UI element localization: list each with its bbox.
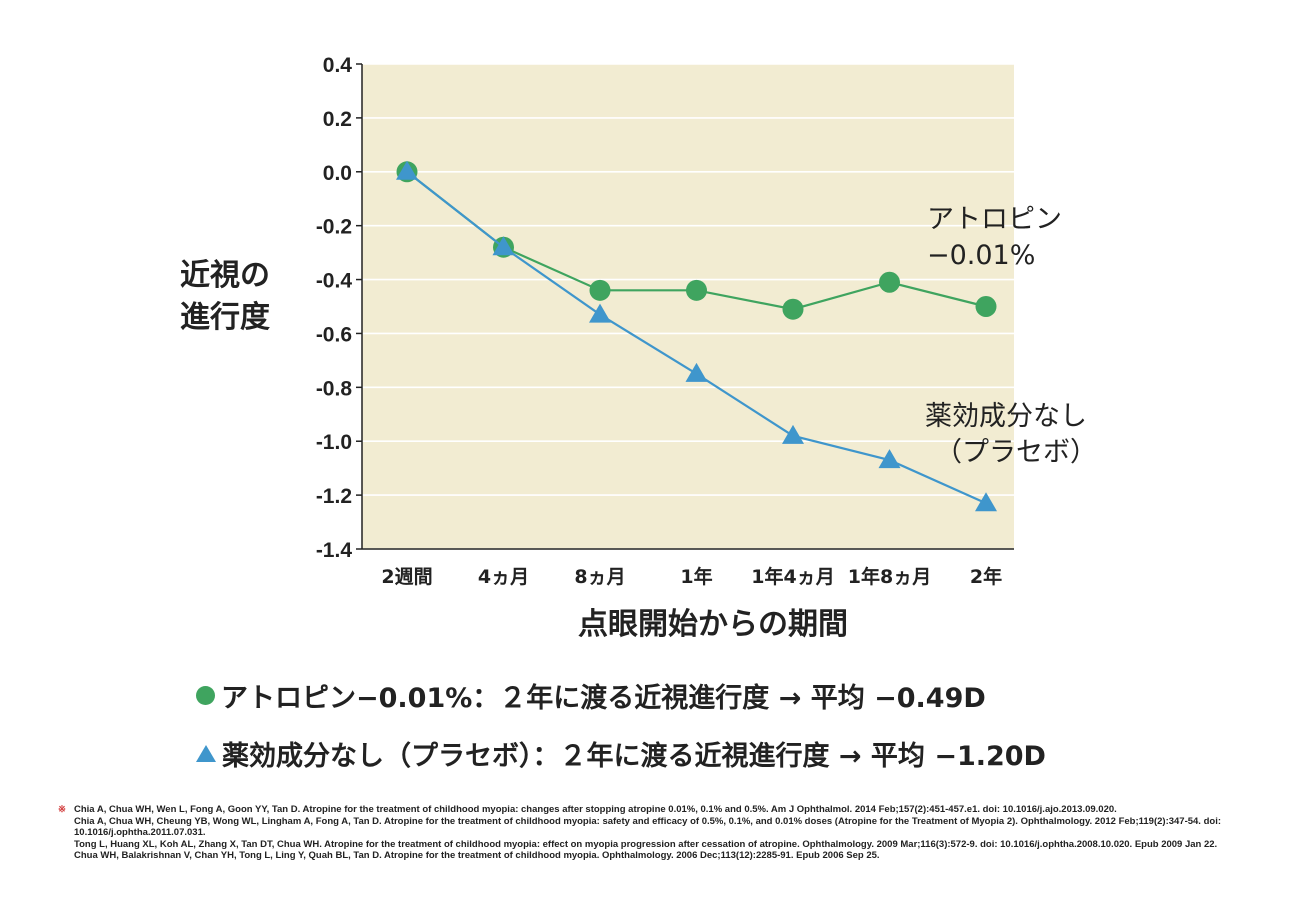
- x-tick-label: 1年4ヵ月: [751, 565, 834, 588]
- series-label-atropine-line-2: −0.01%: [927, 240, 1035, 271]
- reference-item: Chia A, Chua WH, Wen L, Fong A, Goon YY,…: [74, 804, 1117, 815]
- y-tick-label: -1.0: [316, 431, 352, 454]
- legend-row-placebo: 薬効成分なし（プラセボ）：２年に渡る近視進行度 → 平均 −1.20D: [196, 734, 1046, 773]
- data-point-triangle: [396, 160, 418, 180]
- green-circle-marker-icon: [196, 686, 215, 705]
- x-tick-label: 4ヵ月: [478, 566, 529, 588]
- data-point-triangle: [975, 492, 997, 512]
- y-axis-label-line-1: 近視の: [180, 258, 270, 293]
- series-marks: [396, 160, 997, 512]
- y-tick-label: -0.6: [316, 323, 352, 346]
- data-point-triangle: [878, 449, 901, 469]
- y-tick-label: -0.4: [316, 270, 353, 293]
- plot-area: [362, 64, 1014, 549]
- data-point-triangle: [492, 236, 515, 256]
- data-point-circle: [782, 298, 804, 320]
- legend-row-atropine: アトロピン−0.01%：２年に渡る近視進行度 → 平均 −0.49D: [196, 676, 986, 715]
- x-tick-label: 8ヵ月: [574, 566, 625, 588]
- x-tick-label: 1年8ヵ月: [848, 565, 931, 588]
- x-axis-label: 点眼開始からの期間: [578, 607, 848, 642]
- legend-text-atropine: アトロピン−0.01%：２年に渡る近視進行度 → 平均 −0.49D: [221, 683, 986, 714]
- series-label-atropine-line-1: アトロピン: [927, 204, 1062, 235]
- myopia-progression-chart: 0.4 0.2 0.0 -0.2 -0.4 -0.6 -0.8 -1.0 -1.2 -1.4 2週…: [180, 54, 1097, 642]
- data-point-circle: [589, 279, 611, 301]
- references: ※ Chia A, Chua WH, Wen L, Fong A, Goon Y…: [58, 804, 1258, 862]
- y-tick-labels: 0.4 0.2 0.0 -0.2 -0.4 -0.6 -0.8 -1.0 -1.2 -1.4: [316, 54, 362, 562]
- reference-item: Chua WH, Balakrishnan V, Chan YH, Tong L…: [74, 850, 880, 861]
- reference-list: Chia A, Chua WH, Wen L, Fong A, Goon YY,…: [74, 804, 1258, 862]
- data-point-circle: [879, 271, 900, 293]
- y-tick-label: 0.2: [323, 108, 352, 131]
- reference-mark: ※: [58, 804, 66, 815]
- y-tick-label: -1.4: [316, 539, 353, 562]
- x-tick-label: 2週間: [381, 566, 432, 588]
- series-label-placebo-line-2: （プラセボ）: [935, 437, 1097, 468]
- blue-triangle-marker-icon: [196, 745, 216, 762]
- data-point-circle: [975, 296, 997, 317]
- y-tick-label: -1.2: [316, 485, 352, 508]
- legend-text-placebo: 薬効成分なし（プラセボ）：２年に渡る近視進行度 → 平均 −1.20D: [222, 741, 1046, 772]
- data-point-circle: [686, 279, 707, 301]
- reference-item: Tong L, Huang XL, Koh AL, Zhang X, Tan D…: [74, 838, 1218, 850]
- x-tick-labels: 2週間 4ヵ月 8ヵ月 1年 1年4ヵ月 1年8ヵ月 2年: [381, 565, 1002, 588]
- y-tick-label: 0.4: [323, 54, 353, 77]
- x-tick-label: 1年: [680, 565, 712, 588]
- data-point-triangle: [782, 424, 804, 444]
- y-tick-label: -0.2: [316, 216, 352, 239]
- series-label-placebo-line-1: 薬効成分なし: [925, 401, 1087, 432]
- data-point-triangle: [589, 303, 611, 323]
- y-tick-label: -0.8: [316, 377, 353, 400]
- y-tick-label: 0.0: [323, 162, 352, 185]
- data-point-triangle: [685, 362, 708, 382]
- y-axis-label-line-2: 進行度: [180, 300, 270, 335]
- x-tick-label: 2年: [970, 565, 1002, 588]
- reference-item: Chia A, Chua WH, Cheung YB, Wong WL, Lin…: [74, 815, 1221, 839]
